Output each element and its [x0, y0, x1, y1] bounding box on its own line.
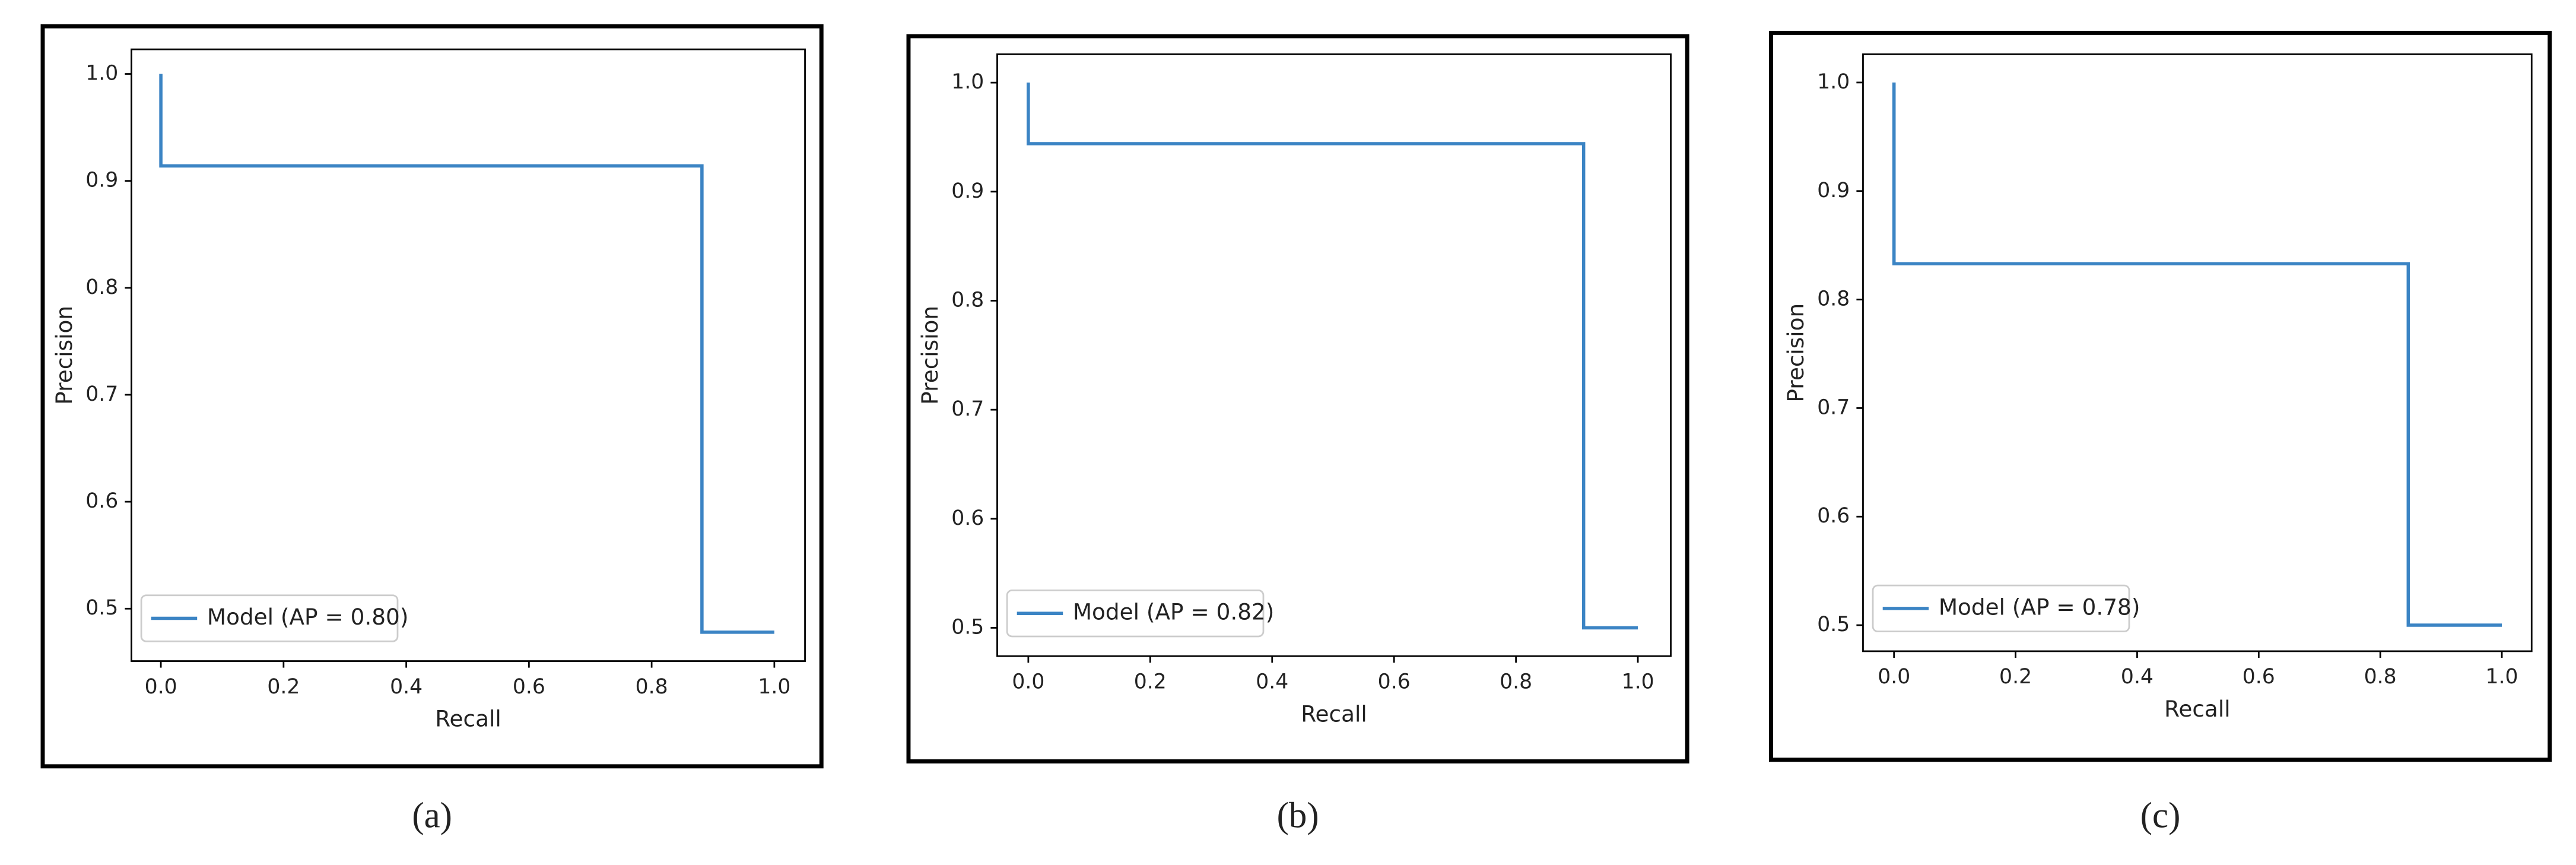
y-tick-label: 0.8 — [1817, 287, 1850, 311]
y-tick-label: 1.0 — [85, 62, 118, 85]
x-tick-label: 0.6 — [2243, 665, 2275, 689]
y-tick-label: 0.9 — [951, 179, 984, 203]
y-tick-label: 0.5 — [1817, 613, 1850, 636]
y-axis-label: Precision — [1783, 303, 1809, 403]
y-tick-label: 1.0 — [951, 70, 984, 94]
y-tick-label: 0.6 — [1817, 504, 1850, 528]
plot-area — [996, 53, 1672, 657]
x-tick-label: 1.0 — [758, 675, 790, 699]
y-tick-label: 0.7 — [1817, 395, 1850, 419]
x-tick-label: 0.0 — [145, 675, 177, 699]
y-tick-label: 0.7 — [951, 397, 984, 421]
pr-curve — [159, 74, 774, 634]
y-tick-label: 0.8 — [85, 275, 118, 299]
y-axis-label: Precision — [51, 306, 77, 405]
y-tick-label: 0.6 — [951, 506, 984, 530]
x-tick-label: 0.2 — [1134, 670, 1167, 694]
y-tick-label: 0.6 — [85, 489, 118, 513]
legend-label: Model (AP = 0.78) — [1939, 594, 2140, 620]
x-tick-label: 0.4 — [1256, 670, 1288, 694]
caption: (b) — [1277, 796, 1319, 835]
x-tick-label: 0.8 — [2364, 665, 2397, 689]
x-tick-label: 0.6 — [1378, 670, 1411, 694]
x-tick-label: 0.0 — [1012, 670, 1044, 694]
caption: (a) — [412, 796, 452, 835]
x-tick-label: 0.2 — [1999, 665, 2032, 689]
x-axis-label: Recall — [435, 706, 501, 732]
plot-area — [131, 48, 806, 662]
y-tick-label: 0.9 — [85, 169, 118, 192]
x-tick-label: 1.0 — [2486, 665, 2518, 689]
x-tick-label: 0.4 — [2121, 665, 2153, 689]
x-tick-label: 0.8 — [636, 675, 668, 699]
legend-box — [140, 594, 399, 642]
legend-label: Model (AP = 0.80) — [207, 604, 409, 630]
y-tick-label: 0.8 — [951, 288, 984, 312]
y-tick-label: 0.7 — [85, 382, 118, 406]
y-tick-label: 0.5 — [85, 596, 118, 620]
x-tick-label: 0.0 — [1878, 665, 1910, 689]
x-tick-label: 0.4 — [390, 675, 423, 699]
pr-curve — [1892, 82, 2502, 627]
x-axis-label: Recall — [2164, 696, 2230, 722]
panel-frame — [40, 24, 824, 769]
y-axis-label: Precision — [917, 306, 943, 405]
plot-area — [1862, 53, 2533, 652]
x-tick-label: 0.2 — [267, 675, 300, 699]
legend-box — [1006, 590, 1265, 638]
panel-frame — [906, 34, 1689, 763]
y-tick-label: 0.5 — [951, 615, 984, 639]
x-tick-label: 1.0 — [1622, 670, 1654, 694]
x-tick-label: 0.6 — [513, 675, 545, 699]
caption: (c) — [2140, 796, 2181, 835]
x-axis-label: Recall — [1301, 701, 1367, 727]
legend-label: Model (AP = 0.82) — [1073, 599, 1275, 625]
legend-box — [1872, 584, 2130, 633]
pr-curve — [1027, 83, 1638, 630]
y-tick-label: 0.9 — [1817, 179, 1850, 202]
x-tick-label: 0.8 — [1500, 670, 1532, 694]
panel-frame — [1768, 30, 2552, 762]
y-tick-label: 1.0 — [1817, 70, 1850, 94]
